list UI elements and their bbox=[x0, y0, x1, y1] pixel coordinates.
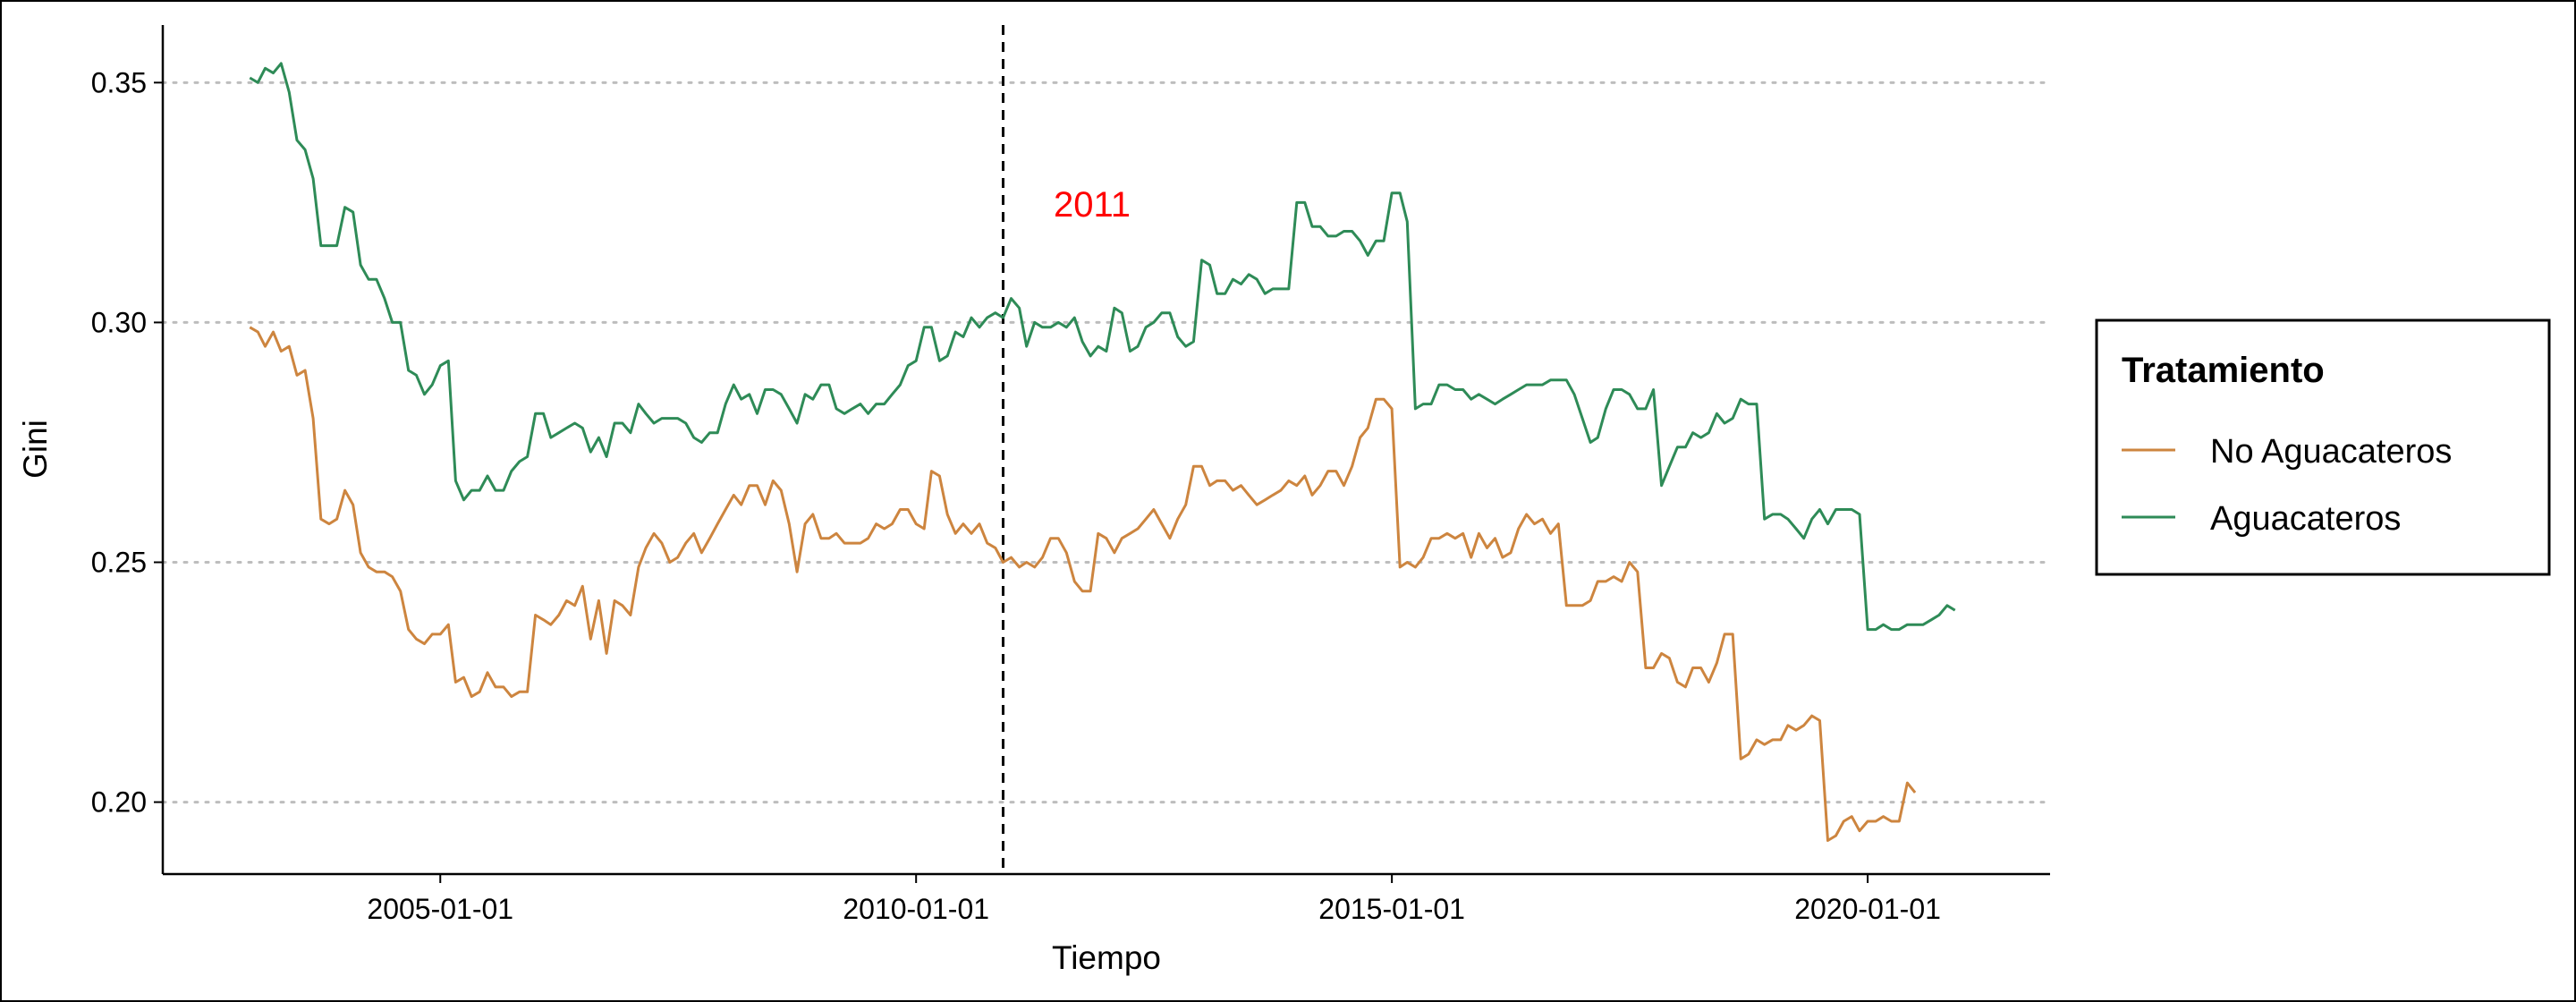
y-tick-label: 0.35 bbox=[91, 66, 147, 98]
legend-label-aguacateros: Aguacateros bbox=[2210, 500, 2401, 538]
series-line-no-aguacateros bbox=[249, 326, 1917, 842]
y-ticks: 0.20 0.25 0.30 0.35 bbox=[91, 66, 163, 819]
y-axis-title: Gini bbox=[17, 420, 54, 479]
y-tick-label: 0.25 bbox=[91, 546, 147, 578]
legend-title: Tratamiento bbox=[2122, 351, 2325, 390]
series-line-aguacateros bbox=[249, 62, 1956, 632]
vline-annotation-label: 2011 bbox=[1054, 185, 1131, 225]
x-ticks: 2005-01-01 2010-01-01 2015-01-01 2020-01-01 bbox=[367, 874, 1941, 925]
x-tick-label: 2005-01-01 bbox=[367, 893, 513, 925]
y-tick-label: 0.20 bbox=[91, 786, 147, 819]
x-tick-label: 2015-01-01 bbox=[1318, 893, 1465, 925]
legend: Tratamiento No Aguacateros Aguacateros bbox=[2095, 318, 2551, 576]
y-gridlines bbox=[161, 81, 2052, 804]
series-layer bbox=[249, 62, 1956, 842]
legend-label-no-aguacateros: No Aguacateros bbox=[2210, 433, 2452, 471]
y-tick-label: 0.30 bbox=[91, 306, 147, 338]
x-tick-label: 2020-01-01 bbox=[1794, 893, 1941, 925]
x-tick-label: 2010-01-01 bbox=[843, 893, 989, 925]
legend-box bbox=[2095, 318, 2551, 576]
x-axis-title: Tiempo bbox=[1052, 939, 1161, 976]
